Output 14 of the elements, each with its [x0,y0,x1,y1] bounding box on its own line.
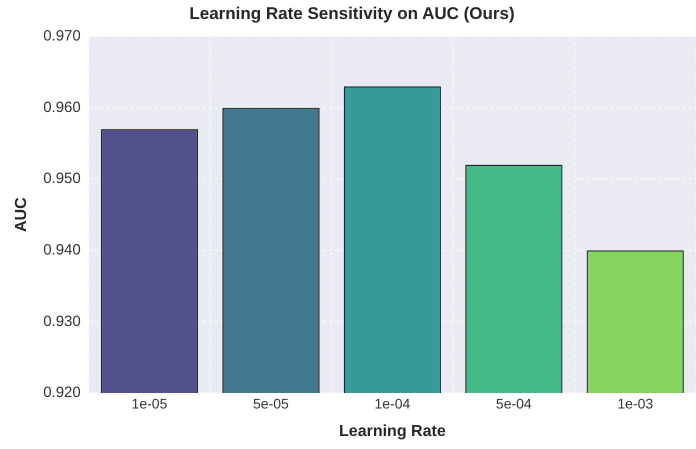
x-tick-label: 5e-05 [253,395,290,412]
x-tick-label: 1e-03 [617,395,654,412]
x-axis-title: Learning Rate [339,422,446,440]
x-tick-label: 1e-04 [374,395,410,412]
x-tick-label: 5e-04 [496,395,532,412]
y-tick-label: 0.940 [43,242,81,258]
chart-title: Learning Rate Sensitivity on AUC (Ours) [189,4,515,23]
y-tick-label: 0.930 [43,312,81,330]
x-tick-label: 1e-05 [132,395,168,412]
y-tick-label: 0.970 [43,28,81,45]
y-axis-title: AUC [13,196,30,232]
y-tick-label: 0.960 [43,98,81,116]
y-tick-label: 0.920 [43,384,81,402]
y-tick-label: 0.950 [43,170,81,188]
